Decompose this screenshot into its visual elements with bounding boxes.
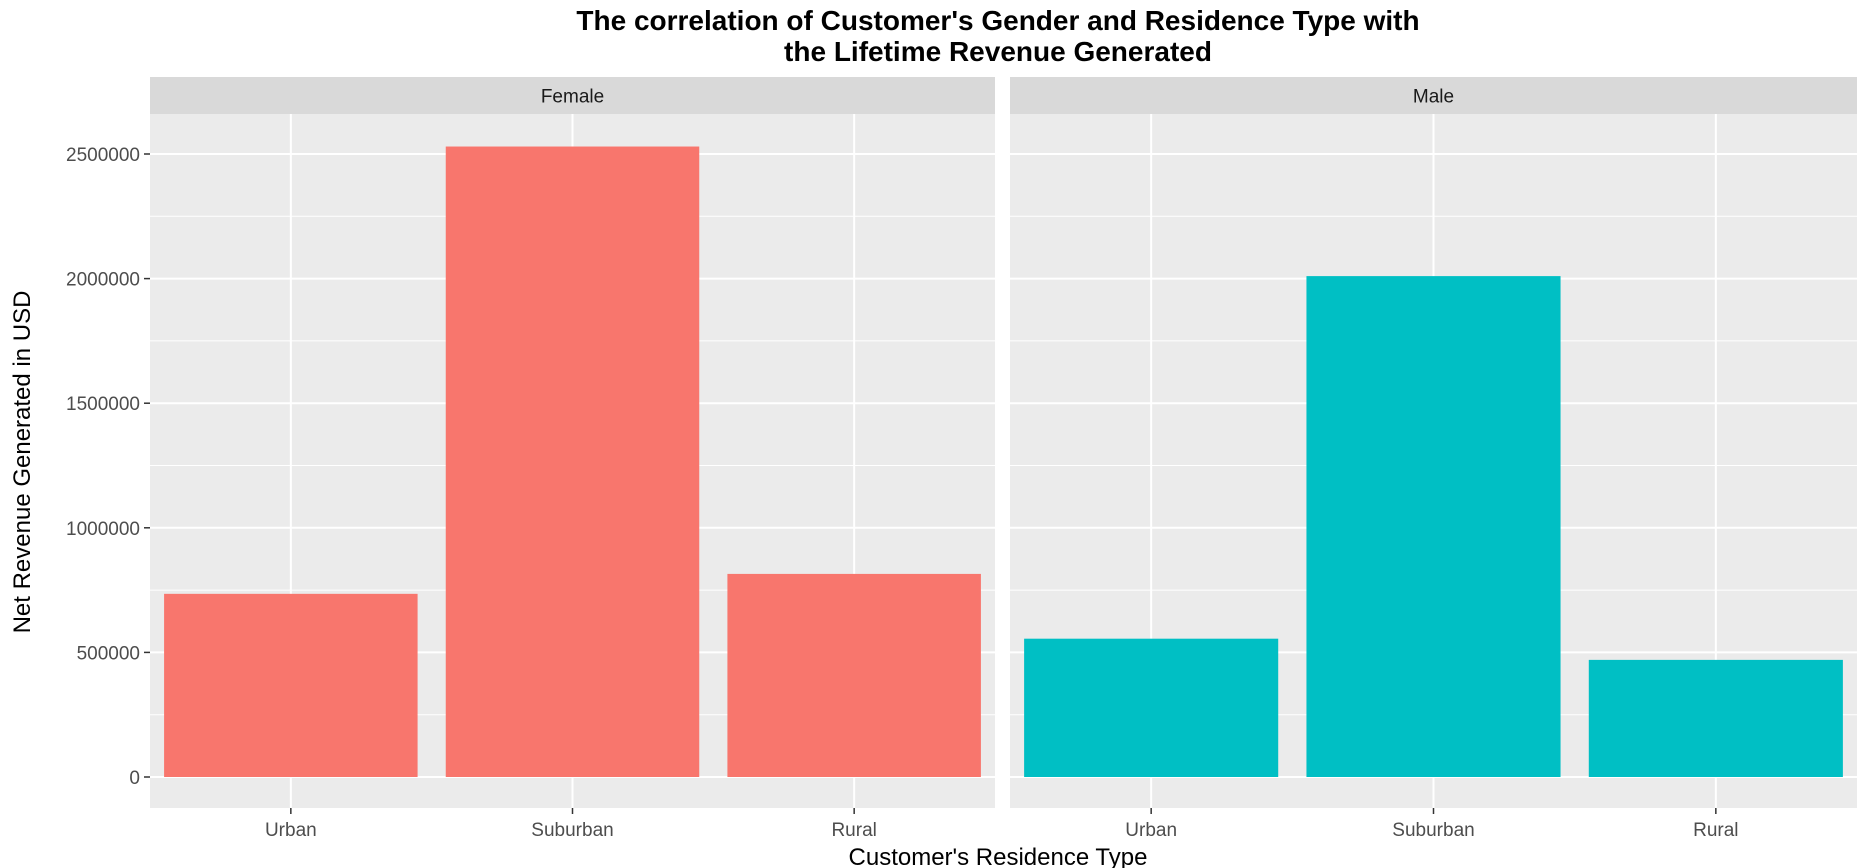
x-tick-label: Rural bbox=[831, 820, 876, 841]
facet-panel-male: Male Urban Suburban Rural bbox=[1010, 77, 1857, 841]
x-axis-title: Customer's Residence Type bbox=[849, 844, 1148, 868]
y-tick-label: 2500000 bbox=[66, 145, 140, 166]
facet-strip bbox=[1010, 77, 1857, 114]
facet-strip bbox=[150, 77, 995, 114]
y-axis: 0 500000 1000000 1500000 2000000 2500000 bbox=[66, 145, 150, 789]
x-tick-label: Rural bbox=[1693, 820, 1738, 841]
y-tick-label: 1000000 bbox=[66, 519, 140, 540]
facet-strip-label: Female bbox=[541, 87, 604, 108]
facet-strip-label: Male bbox=[1413, 87, 1454, 108]
bar-female-rural bbox=[727, 573, 981, 777]
bar-male-rural bbox=[1588, 659, 1843, 777]
x-tick-label: Suburban bbox=[1392, 820, 1474, 841]
chart-title-line-2: the Lifetime Revenue Generated bbox=[784, 36, 1212, 67]
y-tick-label: 1500000 bbox=[66, 394, 140, 415]
bar-female-suburban bbox=[445, 146, 700, 778]
bar-female-urban bbox=[164, 593, 418, 777]
x-tick-label: Urban bbox=[265, 820, 317, 841]
y-tick-label: 0 bbox=[129, 768, 140, 789]
y-axis-title: Net Revenue Generated in USD bbox=[9, 291, 36, 634]
chart-title-line-1: The correlation of Customer's Gender and… bbox=[576, 5, 1419, 36]
bar-male-urban bbox=[1024, 638, 1279, 777]
facet-panels: Female Urban Suburban Rural Male Urban Suburba… bbox=[150, 77, 1857, 841]
y-tick-label: 2000000 bbox=[66, 270, 140, 291]
y-tick-label: 500000 bbox=[77, 643, 140, 664]
x-tick-label: Suburban bbox=[531, 820, 613, 841]
x-tick-label: Urban bbox=[1125, 820, 1177, 841]
bar-male-suburban bbox=[1306, 276, 1561, 777]
facet-panel-female: Female Urban Suburban Rural bbox=[150, 77, 995, 841]
